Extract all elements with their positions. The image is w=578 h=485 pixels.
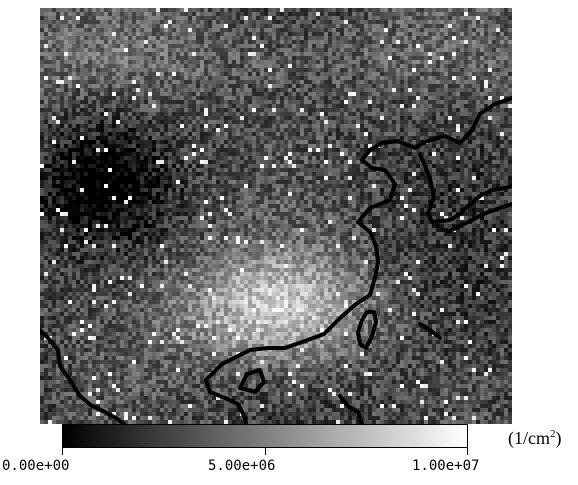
colorbar-unit-label: (1/cm2) <box>508 428 562 448</box>
colorbar-tick-mid <box>265 447 266 455</box>
colorbar-label-max: 1.00e+07 <box>412 458 480 474</box>
colorbar-tick-max <box>467 447 468 455</box>
heatmap-plot <box>40 8 512 424</box>
colorbar-tick-min <box>62 447 63 455</box>
coastline-south <box>338 394 364 424</box>
coastline-east <box>418 152 512 224</box>
heatmap-image <box>40 8 512 424</box>
colorbar <box>62 424 468 448</box>
coastline-southwest <box>40 328 126 424</box>
colorbar-label-min: 0.00e+00 <box>2 458 70 474</box>
coastline-southeast <box>418 322 442 340</box>
coastline-inlet <box>238 368 266 394</box>
coastline-island <box>356 310 378 350</box>
coastline-east-2 <box>446 202 512 234</box>
coastline-overlay <box>40 96 512 424</box>
colorbar-label-mid: 5.00e+06 <box>208 458 276 474</box>
coastline-main <box>204 96 512 424</box>
